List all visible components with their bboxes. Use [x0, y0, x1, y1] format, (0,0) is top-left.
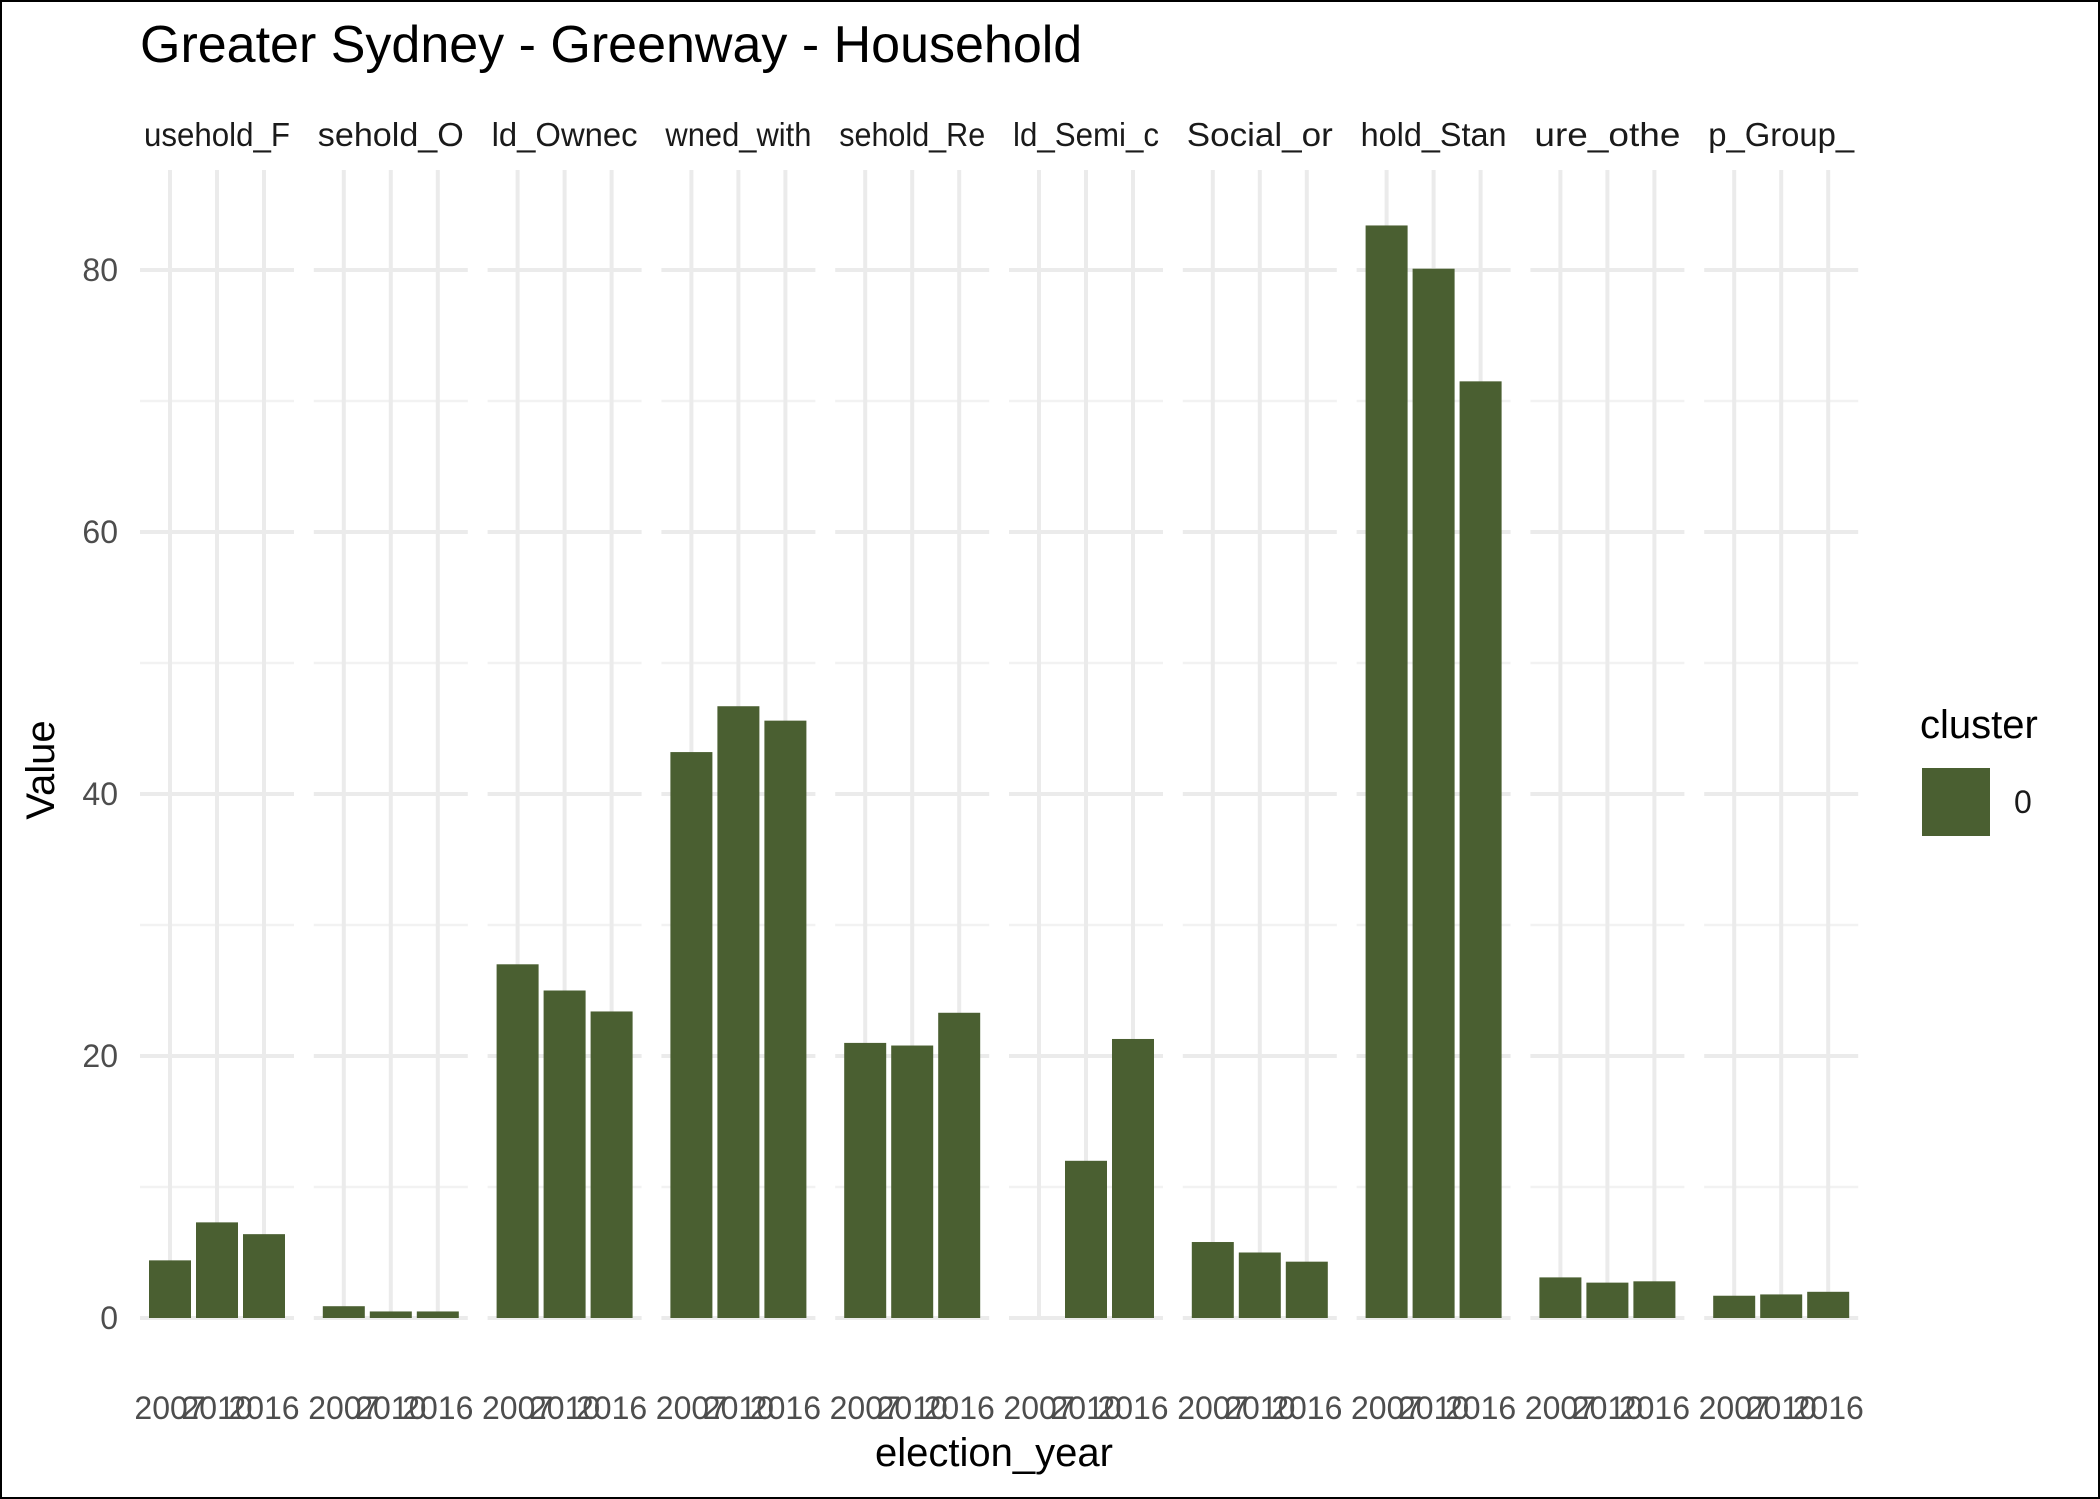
- facet-strip-label: ld_Ownec: [492, 116, 638, 153]
- facet-panel: [1530, 170, 1685, 1320]
- legend: cluster 0: [1920, 703, 2038, 836]
- facet-strip-label: p_Group_: [1708, 116, 1855, 153]
- x-tick-label: 2010: [1050, 1390, 1121, 1426]
- x-tick-label: 2007: [482, 1390, 553, 1426]
- bar: [1191, 1242, 1234, 1318]
- facet-panel: [313, 170, 468, 1320]
- x-tick-label: 2010: [1746, 1390, 1817, 1426]
- bar: [938, 1012, 981, 1318]
- facet-strip-label: hold_Stan: [1361, 116, 1507, 153]
- y-tick-label: 40: [82, 776, 118, 812]
- x-tick-label: 2007: [1177, 1390, 1248, 1426]
- bar: [543, 990, 586, 1318]
- bar: [717, 706, 760, 1318]
- bars: [149, 225, 1850, 1319]
- x-tick-label: 2016: [1619, 1390, 1690, 1426]
- bar: [1586, 1282, 1629, 1318]
- facet-panel: [140, 170, 294, 1320]
- x-tick-label: 2016: [402, 1390, 473, 1426]
- bar: [844, 1042, 887, 1318]
- x-tick-label: 2007: [1003, 1390, 1074, 1426]
- x-tick-label: 2010: [355, 1390, 426, 1426]
- bar: [416, 1311, 459, 1318]
- bar: [1760, 1294, 1803, 1318]
- x-tick-label: 2010: [181, 1390, 252, 1426]
- bar: [1412, 268, 1455, 1319]
- x-tick-label: 2007: [308, 1390, 379, 1426]
- bar: [1713, 1295, 1756, 1318]
- legend-key-0: [1922, 768, 1990, 836]
- facet-strip-label: usehold_F: [144, 116, 290, 153]
- x-tick-label: 2010: [1224, 1390, 1295, 1426]
- y-tick-label: 0: [100, 1300, 118, 1336]
- x-tick-label: 2010: [1572, 1390, 1643, 1426]
- x-tick-label: 2010: [1398, 1390, 1469, 1426]
- chart-title: Greater Sydney - Greenway - Household: [140, 16, 1082, 74]
- bar: [322, 1306, 365, 1318]
- facet-strips: usehold_F sehold_O ld_Ownec wned_with sehold…: [144, 116, 1855, 153]
- facet-panel: [1182, 170, 1337, 1320]
- facet-strip-label: sehold_Re: [839, 116, 985, 153]
- bar: [1459, 381, 1502, 1319]
- bar: [243, 1234, 285, 1318]
- x-tick-label: 2016: [1445, 1390, 1516, 1426]
- bar: [764, 720, 807, 1318]
- bar: [1365, 225, 1408, 1319]
- x-tick-label: 2007: [134, 1390, 205, 1426]
- bar: [496, 964, 539, 1318]
- facet-strip-label: ure_othe: [1534, 116, 1680, 153]
- facet-strip-label: ld_Semi_c: [1013, 116, 1159, 153]
- x-tick-label: 2007: [1699, 1390, 1770, 1426]
- y-axis-ticks: 0 20 40 60 80: [82, 252, 118, 1336]
- y-tick-label: 80: [82, 252, 118, 288]
- facet-strip-label: wned_with: [664, 116, 811, 153]
- bar: [149, 1260, 191, 1318]
- bar: [1238, 1252, 1281, 1318]
- x-tick-label: 2016: [924, 1390, 995, 1426]
- bar: [670, 752, 713, 1318]
- x-tick-label: 2007: [656, 1390, 727, 1426]
- bar: [1807, 1291, 1850, 1318]
- x-tick-label: 2007: [830, 1390, 901, 1426]
- x-tick-label: 2010: [703, 1390, 774, 1426]
- legend-label-0: 0: [2014, 784, 2032, 820]
- y-tick-label: 60: [82, 514, 118, 550]
- y-axis-title: Value: [19, 720, 63, 819]
- x-tick-label: 2016: [1793, 1390, 1864, 1426]
- x-tick-label: 2007: [1351, 1390, 1422, 1426]
- x-tick-label: 2010: [877, 1390, 948, 1426]
- bar: [1112, 1038, 1154, 1318]
- bar: [1633, 1281, 1676, 1318]
- x-tick-label: 2016: [1097, 1390, 1168, 1426]
- bar: [196, 1222, 238, 1318]
- facet-strip-label: sehold_O: [318, 116, 464, 153]
- x-axis-title: election_year: [875, 1431, 1113, 1475]
- x-tick-label: 2016: [576, 1390, 647, 1426]
- facet-strip-label: Social_or: [1187, 116, 1333, 153]
- legend-title: cluster: [1920, 703, 2038, 747]
- y-tick-label: 20: [82, 1038, 118, 1074]
- bar: [369, 1311, 412, 1318]
- bar: [590, 1011, 633, 1318]
- x-tick-label: 2016: [750, 1390, 821, 1426]
- bar: [1065, 1160, 1107, 1318]
- bar: [1539, 1277, 1582, 1318]
- bar: [891, 1045, 934, 1318]
- x-tick-label: 2016: [1271, 1390, 1342, 1426]
- x-tick-label: 2007: [1525, 1390, 1596, 1426]
- grid-layer: [140, 170, 1859, 1320]
- x-tick-label: 2016: [228, 1390, 299, 1426]
- bar: [1285, 1261, 1328, 1318]
- x-tick-label: 2010: [529, 1390, 600, 1426]
- facet-panel: [1704, 170, 1859, 1320]
